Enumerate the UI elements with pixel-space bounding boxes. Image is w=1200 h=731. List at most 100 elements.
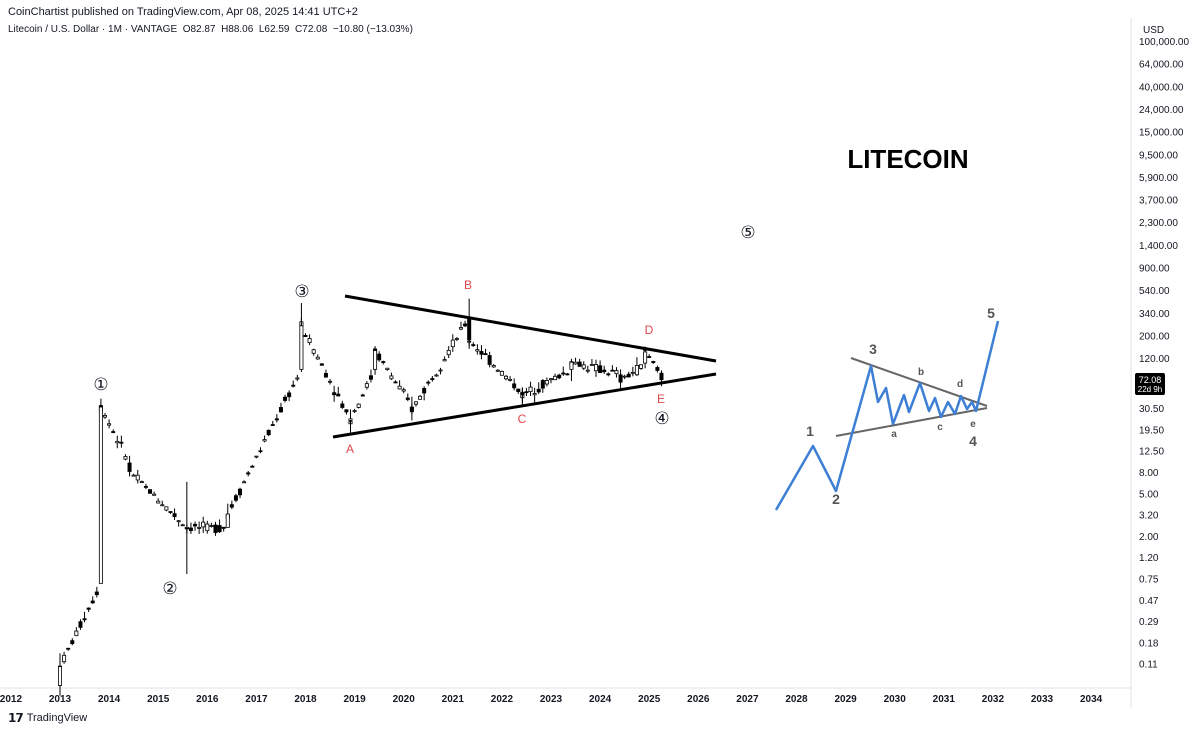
candle <box>389 372 394 380</box>
schematic-wave-5: 5 <box>987 305 995 321</box>
triangle-point-c: C <box>518 412 527 426</box>
candle <box>565 372 570 376</box>
candle <box>499 370 504 376</box>
schematic-wave-line <box>774 320 1000 511</box>
candle-body <box>524 391 529 394</box>
candle-body <box>606 373 611 376</box>
wave-count-5: ⑤ <box>740 223 755 242</box>
candle <box>123 454 128 461</box>
price-tick-label: 2.00 <box>1139 532 1159 543</box>
candle-body <box>283 396 288 401</box>
candle <box>295 374 300 382</box>
candle-body <box>274 418 279 421</box>
candle <box>577 358 582 367</box>
candle-body <box>373 350 378 370</box>
candle-body <box>557 374 562 379</box>
candle-body <box>430 378 435 380</box>
wave-count-4: ④ <box>654 409 669 428</box>
candle <box>160 500 165 507</box>
candle <box>598 360 603 374</box>
candle-body <box>98 406 103 584</box>
price-tick-label: 64,000.00 <box>1139 60 1184 71</box>
candle-body <box>143 486 148 488</box>
candle-body <box>491 364 496 368</box>
price-tag-countdown: 22d 9h <box>1138 385 1162 394</box>
candle <box>221 526 226 532</box>
candle-body <box>364 383 369 388</box>
candle <box>520 388 525 408</box>
candle-body <box>94 591 99 596</box>
schematic-sub-c: c <box>937 422 943 433</box>
candle-body <box>205 523 210 532</box>
candle-body <box>111 431 116 433</box>
price-tick-label: 1.20 <box>1139 553 1159 564</box>
candle <box>516 388 521 394</box>
candle <box>413 401 418 407</box>
candle <box>303 333 308 337</box>
year-tick-label: 2025 <box>638 694 661 705</box>
candle <box>323 369 328 378</box>
candle <box>585 365 590 374</box>
candle-body <box>176 520 181 523</box>
candle-body <box>103 415 108 418</box>
candle <box>442 356 447 362</box>
candle-body <box>291 384 296 387</box>
candle <box>483 348 488 356</box>
candle-body <box>659 372 664 381</box>
footer-brand[interactable]: 𝟭𝟳 TradingView <box>8 711 87 725</box>
candle <box>540 378 545 393</box>
candle <box>385 367 390 371</box>
candle <box>299 303 304 373</box>
candle <box>238 487 243 499</box>
candle-body <box>512 383 517 389</box>
candle-body <box>377 353 382 361</box>
candle <box>176 520 181 527</box>
candle-body <box>168 511 173 513</box>
candles <box>58 298 664 696</box>
candle-body <box>483 353 488 356</box>
candle <box>197 521 202 534</box>
candle <box>315 354 320 360</box>
candle <box>70 638 75 646</box>
legend-symbol: Litecoin / U.S. Dollar · 1M · VANTAGE <box>8 24 178 35</box>
candle-body <box>229 504 234 508</box>
candle <box>201 516 206 533</box>
price-tick-label: 24,000.00 <box>1139 105 1184 116</box>
candle-body <box>495 369 500 372</box>
candle <box>111 429 116 434</box>
candle <box>274 414 279 423</box>
year-tick-label: 2029 <box>834 694 857 705</box>
candle-body <box>217 525 222 533</box>
candle-body <box>123 456 128 460</box>
candle <box>217 519 222 533</box>
triangle-lower-trendline[interactable] <box>332 372 717 439</box>
candle <box>602 365 607 375</box>
candle-body <box>336 393 341 397</box>
candle <box>287 390 292 402</box>
candle <box>250 464 255 468</box>
candle <box>172 508 177 520</box>
candle-body <box>201 521 206 528</box>
candle <box>397 380 402 390</box>
price-axis[interactable]: 100,000.00 64,000.00 40,000.00 24,000.00 15,… <box>1139 37 1189 671</box>
year-tick-label: 2019 <box>343 694 366 705</box>
candle-body <box>213 524 218 534</box>
candle <box>143 483 148 490</box>
candle-body <box>413 401 418 405</box>
candle-body <box>610 369 615 372</box>
candle <box>393 380 398 384</box>
time-axis[interactable]: 2012 2013 2014 2015 2016 2017 2018 2019 2020 2021… <box>0 694 1103 705</box>
candle-body <box>634 364 639 376</box>
year-tick-label: 2024 <box>589 694 612 705</box>
triangle-upper-trendline[interactable] <box>344 294 717 363</box>
symbol-legend: Litecoin / U.S. Dollar · 1M · VANTAGE O8… <box>8 24 413 35</box>
candle-body <box>319 363 324 366</box>
candle <box>418 394 423 400</box>
candle-body <box>577 361 582 367</box>
year-tick-label: 2016 <box>196 694 219 705</box>
year-tick-label: 2033 <box>1031 694 1054 705</box>
candle-body <box>62 654 67 663</box>
candle <box>381 360 386 365</box>
candle <box>422 386 427 401</box>
